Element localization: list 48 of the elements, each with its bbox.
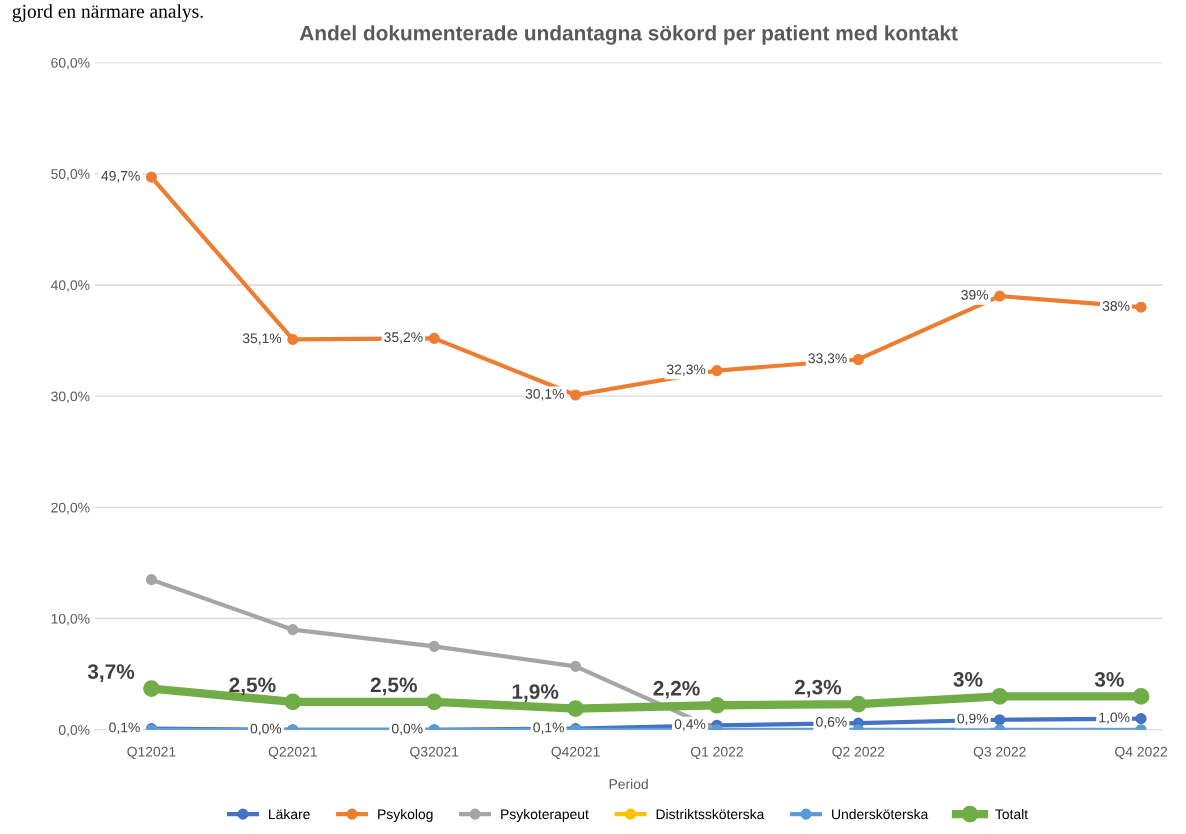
legend-label: Läkare	[269, 808, 310, 820]
data-label: 49,7%	[101, 170, 140, 183]
data-label: 33,3%	[808, 353, 847, 365]
data-label: 2,3%	[794, 679, 842, 698]
data-label: 1,0%	[1099, 712, 1130, 724]
legend-label: Undersköterska	[832, 808, 929, 820]
data-label: 2,5%	[370, 677, 417, 696]
legend-label: Totalt	[995, 808, 1029, 820]
data-label: 0,4%	[674, 719, 706, 731]
data-label: 2,5%	[229, 677, 276, 696]
data-label: 0,1%	[109, 722, 140, 735]
y-tick-label: 40,0%	[50, 280, 90, 292]
chart-title: Andel dokumenterade undantagna sökord per patient med kontakt	[299, 25, 958, 45]
x-tick-label: Q3 2022	[973, 746, 1026, 760]
data-label: 3%	[953, 671, 983, 687]
y-tick-label: 20,0%	[51, 502, 90, 515]
x-tick-label: Q42021	[551, 746, 600, 760]
x-tick-label: Q2 2022	[832, 746, 885, 760]
data-label: 2,2%	[653, 680, 700, 699]
data-label: 0,0%	[391, 723, 423, 736]
data-label: 35,2%	[384, 332, 423, 344]
data-label: 0,0%	[250, 723, 282, 736]
x-tick-label: Q12021	[127, 746, 176, 760]
data-label: 38%	[1102, 301, 1130, 311]
text: gjord en närmare analys.	[12, 4, 203, 22]
data-label: 1,9%	[512, 684, 559, 702]
data-label: 30,1%	[525, 388, 564, 401]
data-label: 32,3%	[666, 364, 706, 376]
data-label: 0,9%	[957, 713, 989, 726]
y-tick-label: 50,0%	[51, 169, 90, 181]
legend-label: Psykolog	[378, 808, 433, 822]
y-tick-label: 30,0%	[51, 391, 90, 403]
x-tick-label: Q32021	[410, 746, 459, 760]
data-label: 39%	[961, 289, 989, 300]
x-axis-title: Period	[609, 778, 648, 790]
data-label: 0,6%	[816, 716, 847, 729]
data-label: 35,1%	[242, 333, 282, 345]
x-tick-label: Q22021	[268, 746, 317, 760]
legend-label: Distriktssköterska	[656, 808, 765, 820]
legend-label: Psykoterapeut	[501, 808, 589, 822]
x-tick-label: Q4 2022	[1115, 746, 1168, 760]
data-label: 0,1%	[533, 722, 564, 735]
x-tick-label: Q1 2022	[690, 746, 743, 760]
y-tick-label: 0,0%	[58, 725, 90, 737]
data-label: 3%	[1094, 671, 1124, 687]
data-label: 3,7%	[87, 664, 135, 682]
y-tick-label: 60,0%	[51, 57, 90, 70]
y-tick-label: 10,0%	[51, 613, 90, 626]
